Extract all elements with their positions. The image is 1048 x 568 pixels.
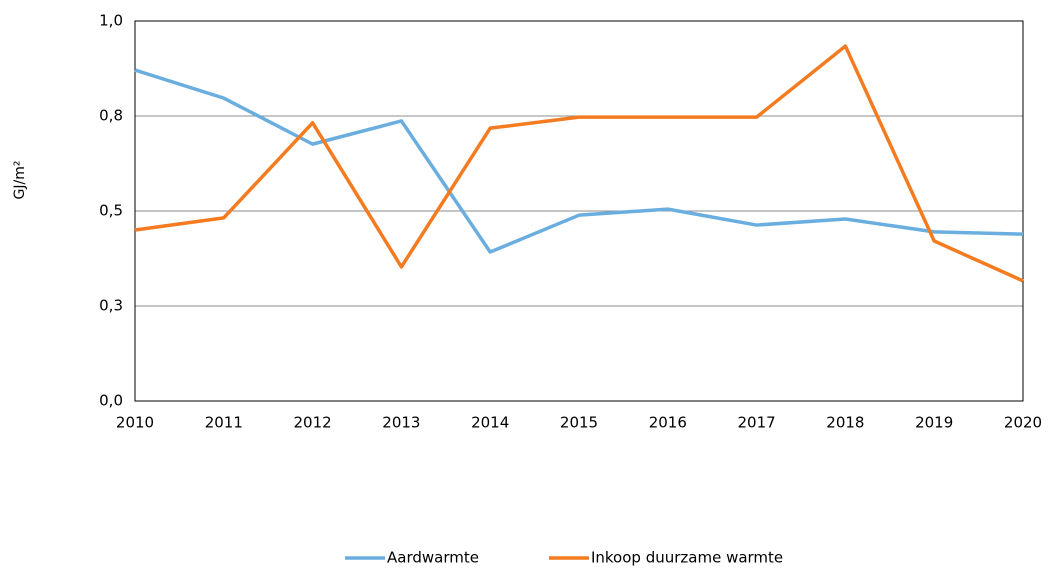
y-axis-label: GJ/m² [12,161,28,200]
x-tick-label: 2016 [649,414,687,432]
y-tick-label: 0,5 [99,202,123,220]
y-tick-label: 0,8 [99,107,123,125]
x-tick-label: 2013 [382,414,420,432]
legend-label: Inkoop duurzame warmte [591,549,783,567]
x-tick-label: 2018 [826,414,864,432]
line-series [134,68,1024,254]
x-tick-label: 2011 [205,414,243,432]
x-tick-label: 2017 [738,414,776,432]
legend-label: Aardwarmte [387,549,479,567]
x-tick-label: 2012 [294,414,332,432]
y-tick-label: 0,3 [99,297,123,315]
x-tick-label: 2015 [560,414,598,432]
x-tick-label: 2010 [116,414,154,432]
y-tick-label: 0,0 [99,392,123,410]
x-tick-label: 2014 [471,414,509,432]
y-tick-label: 1,0 [99,12,123,30]
x-tick-label: 2020 [1004,414,1042,432]
x-tick-label: 2019 [915,414,953,432]
plot-frame [134,20,1024,402]
line-series [134,44,1024,283]
